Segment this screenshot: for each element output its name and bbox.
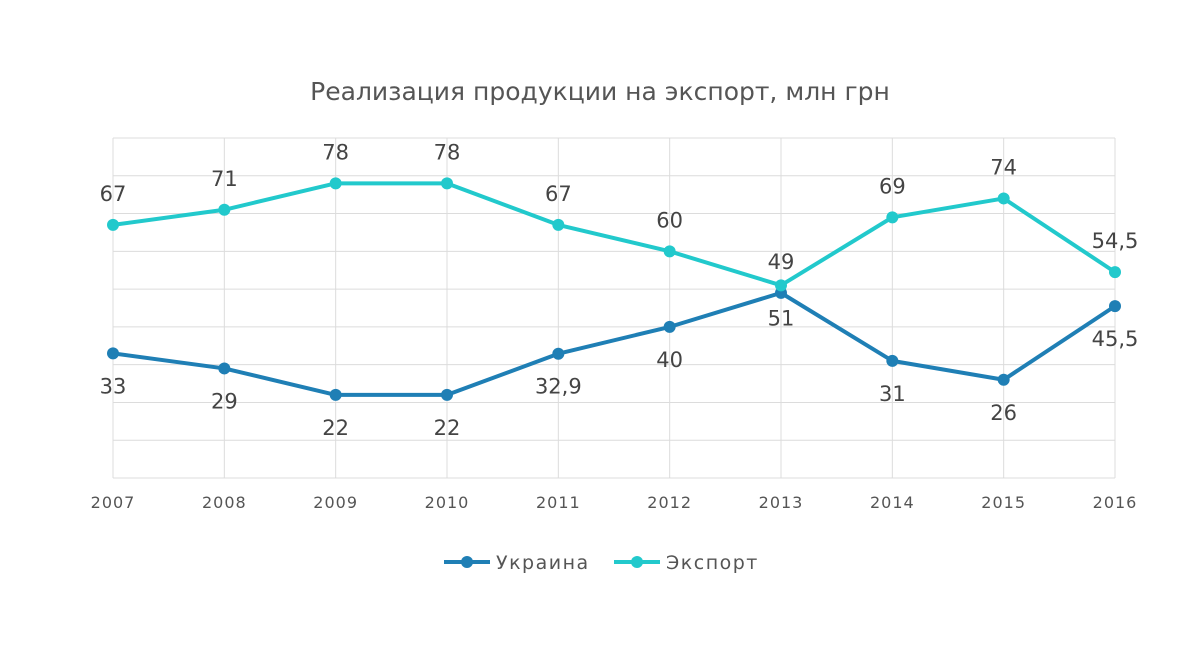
data-label: 26 xyxy=(990,401,1017,425)
data-label: 78 xyxy=(434,140,461,164)
data-label: 22 xyxy=(434,416,461,440)
x-tick-label: 2016 xyxy=(1093,493,1138,512)
data-label: 31 xyxy=(879,382,906,406)
data-point[interactable] xyxy=(997,373,1010,386)
data-point[interactable] xyxy=(441,388,453,401)
x-tick-label: 2008 xyxy=(202,493,247,512)
data-label: 32,9 xyxy=(535,375,582,399)
data-point[interactable] xyxy=(663,320,676,333)
x-tick-label: 2009 xyxy=(313,493,358,512)
x-tick-label: 2011 xyxy=(536,493,581,512)
data-point[interactable] xyxy=(441,177,453,190)
data-label: 49 xyxy=(768,250,795,274)
x-tick-label: 2014 xyxy=(870,493,915,512)
data-point[interactable] xyxy=(218,203,231,216)
data-label: 60 xyxy=(656,208,683,232)
data-point[interactable] xyxy=(329,177,342,190)
data-label: 29 xyxy=(211,389,238,413)
data-point[interactable] xyxy=(107,347,119,360)
data-label: 71 xyxy=(211,167,238,191)
data-label: 40 xyxy=(656,348,683,372)
data-label: 54,5 xyxy=(1092,229,1139,253)
data-point[interactable] xyxy=(329,388,342,401)
data-point[interactable] xyxy=(663,245,676,258)
x-axis-ticks: 2007 2008 2009 2010 2011 2012 2013 2014 2015 2016 xyxy=(91,493,1138,512)
series-export: 67 71 78 78 67 60 51 69 74 54,5 xyxy=(100,140,1139,330)
x-tick-label: 2010 xyxy=(425,493,470,512)
x-tick-label: 2007 xyxy=(91,493,136,512)
data-point[interactable] xyxy=(1109,266,1121,279)
legend-item-export[interactable]: Экспорт xyxy=(614,552,759,574)
data-label: 22 xyxy=(322,416,349,440)
gridlines xyxy=(112,137,1116,479)
series-lines: 33 29 22 22 32,9 40 49 31 26 45,5 67 71 78 78 67 60 51 69… xyxy=(100,140,1139,440)
data-label: 69 xyxy=(879,174,906,198)
legend-item-ukraine[interactable]: Украина xyxy=(444,552,590,574)
data-label: 74 xyxy=(990,155,1017,179)
legend-marker-ukraine xyxy=(461,556,473,568)
legend: Украина Экспорт xyxy=(444,552,759,574)
data-point[interactable] xyxy=(997,192,1010,205)
x-tick-label: 2012 xyxy=(647,493,692,512)
data-label: 67 xyxy=(545,182,572,206)
data-point[interactable] xyxy=(107,218,119,231)
data-point[interactable] xyxy=(1109,300,1121,313)
data-point[interactable] xyxy=(552,347,565,360)
data-label: 45,5 xyxy=(1092,327,1139,351)
x-tick-label: 2015 xyxy=(981,493,1026,512)
series-ukraine: 33 29 22 22 32,9 40 49 31 26 45,5 xyxy=(100,250,1139,440)
data-label: 67 xyxy=(100,182,127,206)
data-point[interactable] xyxy=(218,362,231,375)
data-point[interactable] xyxy=(775,279,787,292)
data-point[interactable] xyxy=(886,354,899,367)
data-point[interactable] xyxy=(552,218,565,231)
legend-label-ukraine: Украина xyxy=(496,552,590,574)
data-point[interactable] xyxy=(886,211,899,224)
x-tick-label: 2013 xyxy=(759,493,804,512)
legend-marker-export xyxy=(631,556,643,568)
series-line xyxy=(112,290,1117,397)
series-line xyxy=(112,181,1117,288)
chart-title: Реализация продукции на экспорт, млн грн xyxy=(310,77,890,106)
legend-label-export: Экспорт xyxy=(666,552,759,574)
data-label: 33 xyxy=(100,374,127,398)
data-label: 51 xyxy=(768,306,795,330)
data-label: 78 xyxy=(322,140,349,164)
